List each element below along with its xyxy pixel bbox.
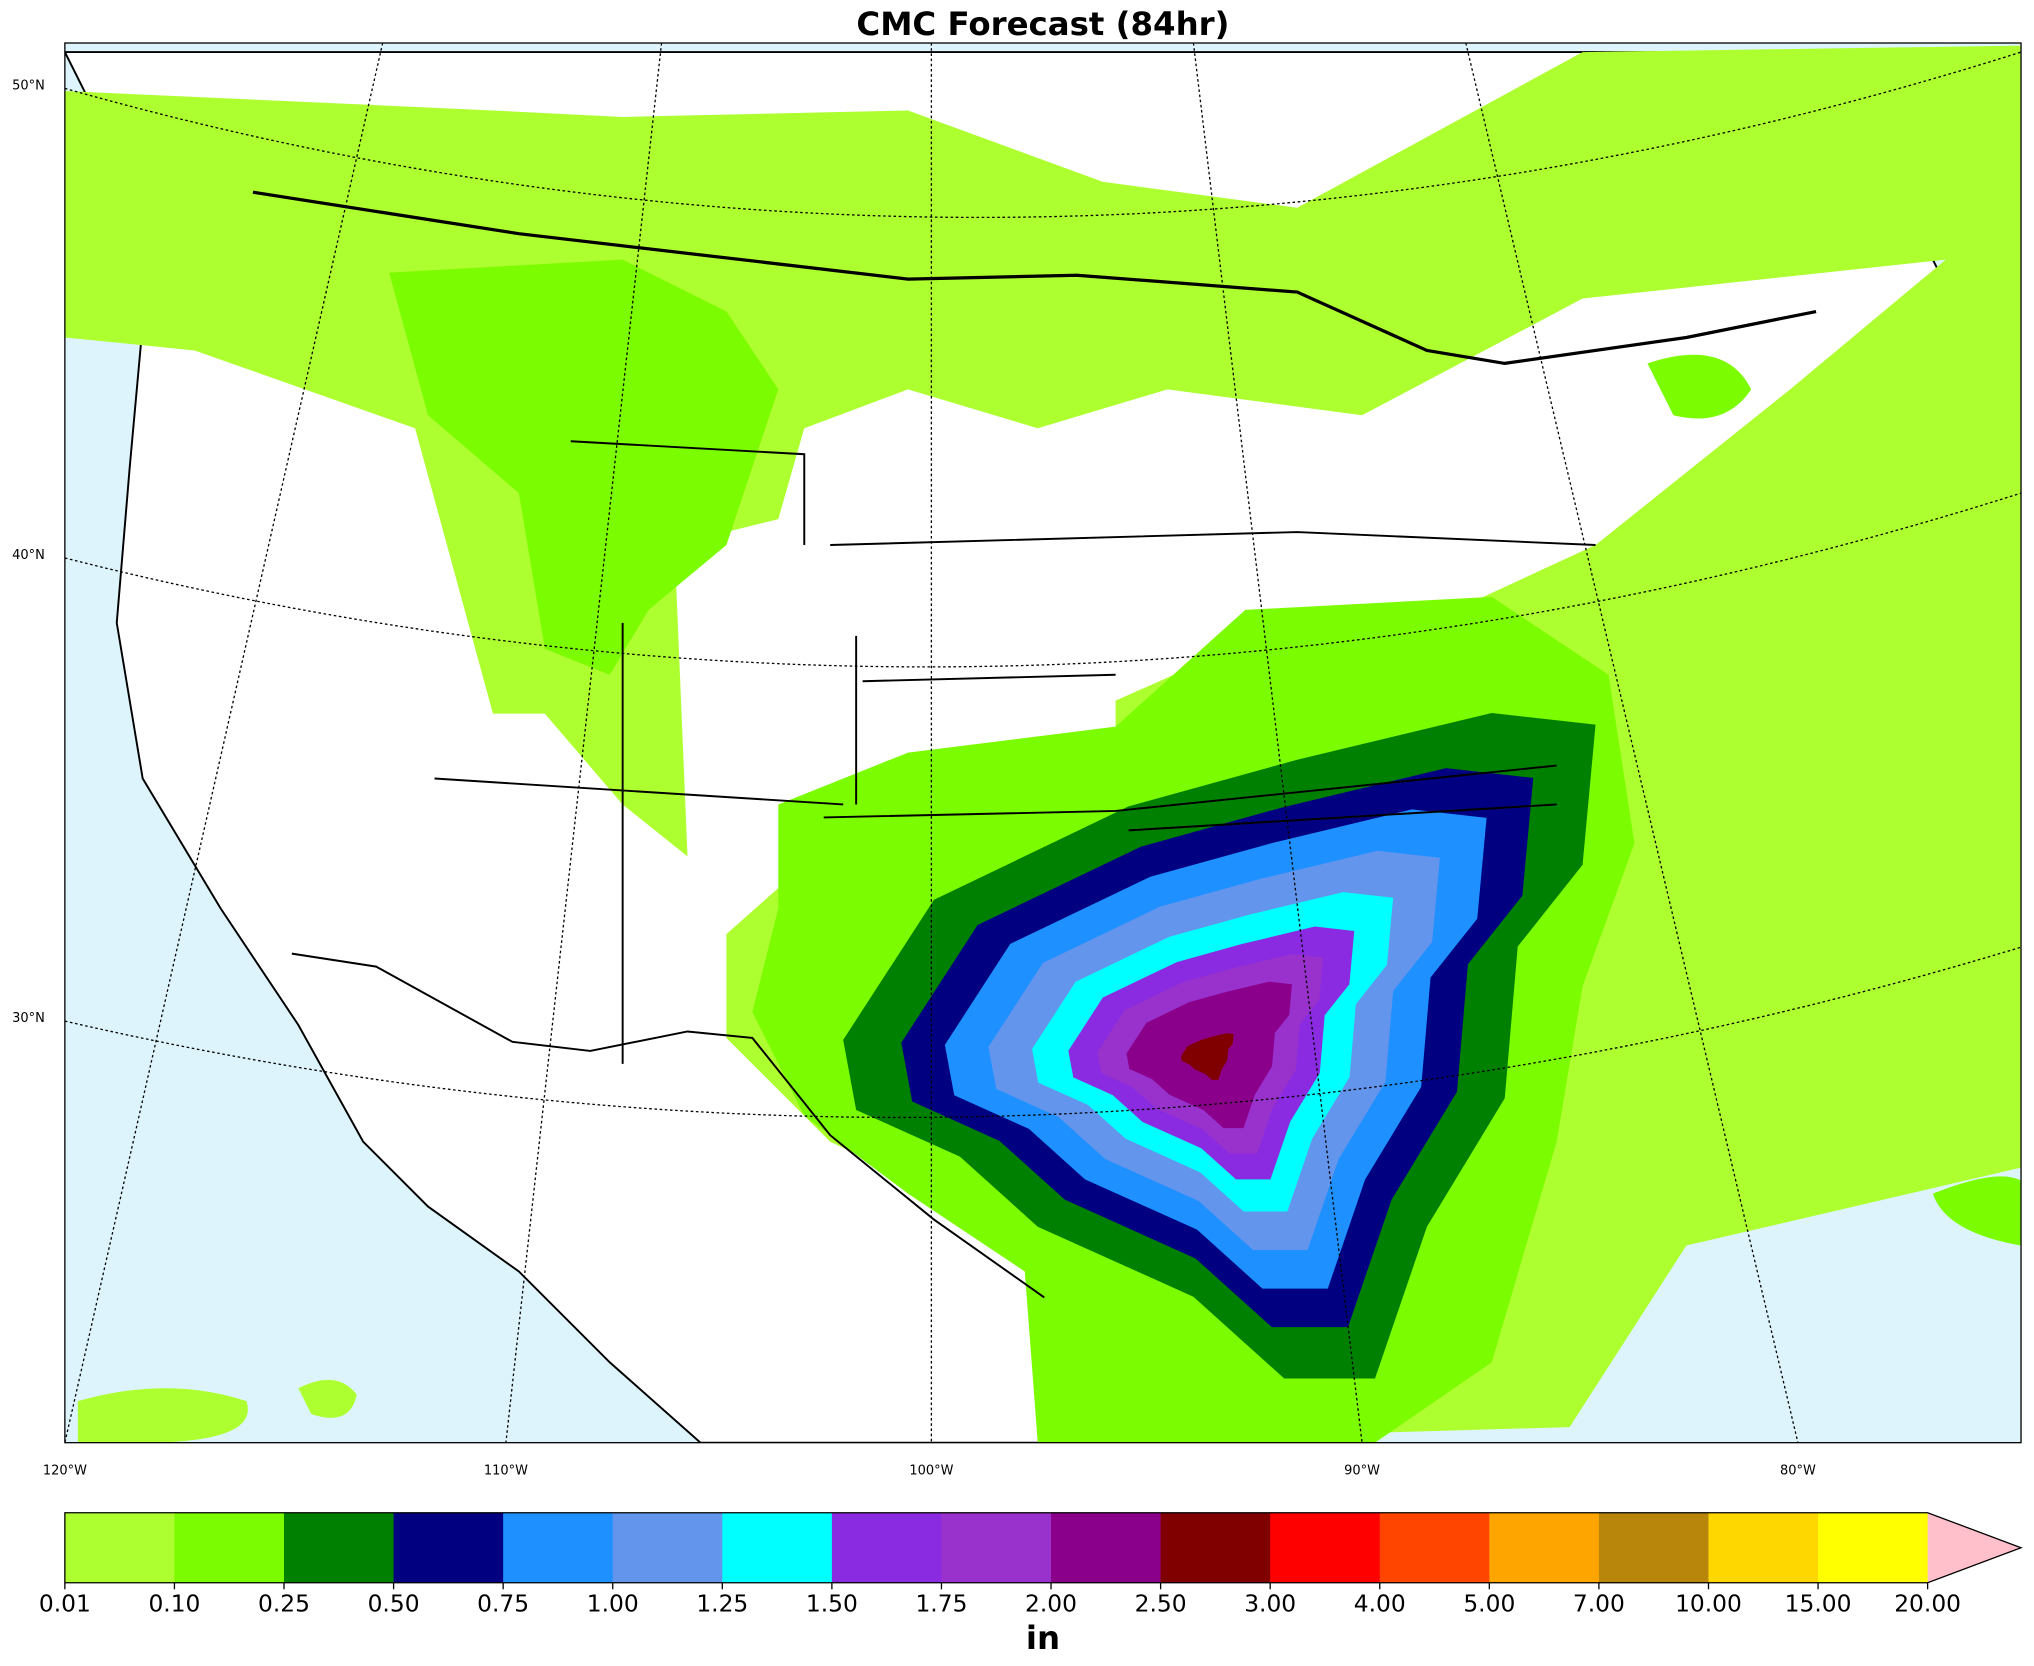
precip-area: [389, 259, 779, 675]
precip-area: [1180, 1033, 1234, 1080]
colorbar-tick-label: 15.00: [1785, 1589, 1852, 1617]
colorbar-bin: [1489, 1512, 1600, 1583]
precipitation: [64, 45, 2022, 1443]
colorbar-bin: [284, 1512, 395, 1583]
colorbar-tick-label: 1.00: [587, 1589, 639, 1617]
title: CMC Forecast (84hr): [856, 5, 1229, 43]
lon-label: 90°W: [1344, 1464, 1380, 1479]
colorbar-bin: [1818, 1512, 1929, 1583]
colorbar-bin: [1270, 1512, 1381, 1583]
map-frame: [64, 42, 2022, 1444]
colorbar-bin: [1708, 1512, 1819, 1583]
colorbar: 0.01 0.10 0.25 0.50 0.75 1.00 1.25 1.50 1.75 2.00…: [39, 1512, 2023, 1617]
colorbar-bin: [393, 1512, 504, 1583]
colorbar-tick-label: 1.25: [696, 1589, 748, 1617]
colorbar-tick-label: 0.75: [477, 1589, 529, 1617]
colorbar-bin: [503, 1512, 614, 1583]
borders: [252, 190, 1817, 1299]
colorbar-tick-label: 1.50: [806, 1589, 858, 1617]
colorbar-bin: [941, 1512, 1052, 1583]
graticule-labels: 50°N 40°N 30°N 120°W 110°W 100°W 90°W 80°W: [12, 78, 1816, 1478]
graticule: [64, 43, 2022, 1443]
colorbar-bin: [1160, 1512, 1271, 1583]
colorbar-bin: [722, 1512, 833, 1583]
colorbar-tick-label: 0.25: [258, 1589, 310, 1617]
colorbar-bin: [1051, 1512, 1162, 1583]
map-area: [64, 43, 2022, 1443]
colorbar-tick-label: 0.01: [39, 1589, 91, 1617]
colorbar-bin: [174, 1512, 285, 1583]
colorbar-bin: [612, 1512, 723, 1583]
colorbar-tick-label: 5.00: [1463, 1589, 1515, 1617]
colorbar-tick-label: 10.00: [1675, 1589, 1742, 1617]
lat-label: 30°N: [12, 1011, 45, 1026]
colorbar-unit: in: [1026, 1619, 1060, 1657]
colorbar-bin: [64, 1512, 176, 1583]
colorbar-tick-label: 1.75: [915, 1589, 967, 1617]
colorbar-tick-label: 4.00: [1354, 1589, 1406, 1617]
colorbar-tick-label: 2.50: [1135, 1589, 1187, 1617]
precip-area: [1647, 354, 1752, 419]
precip-area: [1932, 1176, 2022, 1246]
colorbar-tick-label: 0.10: [148, 1589, 200, 1617]
colorbar-tick-label: 3.00: [1244, 1589, 1296, 1617]
colorbar-tick-label: 20.00: [1894, 1589, 1961, 1617]
lat-label: 40°N: [12, 548, 45, 563]
colorbar-extend: [1927, 1512, 2022, 1583]
colorbar-tick-label: 7.00: [1573, 1589, 1625, 1617]
colorbar-tick-label: 0.50: [368, 1589, 420, 1617]
colorbar-tick-label: 2.00: [1025, 1589, 1077, 1617]
precip-area: [77, 1388, 248, 1443]
precip-area: [298, 1379, 357, 1418]
lon-label: 100°W: [909, 1464, 953, 1479]
colorbar-bin: [1598, 1512, 1710, 1583]
lat-label: 50°N: [12, 78, 45, 93]
lon-label: 120°W: [43, 1464, 87, 1479]
colorbar-bin: [831, 1512, 943, 1583]
colorbar-outline: [64, 1512, 2023, 1584]
lon-label: 110°W: [484, 1464, 528, 1479]
colorbar-bin: [1379, 1512, 1490, 1583]
lon-label: 80°W: [1780, 1464, 1816, 1479]
